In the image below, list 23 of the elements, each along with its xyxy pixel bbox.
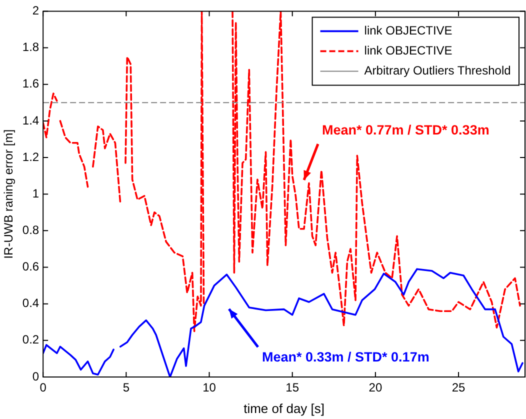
- y-tick-label: 0.6: [22, 260, 40, 274]
- y-axis-title: IR-UWB raning error [m]: [2, 129, 16, 259]
- x-axis-title: time of day [s]: [244, 400, 324, 416]
- legend-label: Arbitrary Outliers Threshold: [364, 64, 511, 78]
- legend-label: link OBJECTIVE: [364, 44, 452, 58]
- x-tick-label: 25: [452, 380, 466, 395]
- x-tick-label: 5: [122, 380, 130, 395]
- annotation: Mean* 0.77m / STD* 0.33m: [322, 122, 490, 138]
- y-tick-label: 0.4: [22, 296, 40, 310]
- legend-label: link OBJECTIVE: [364, 24, 452, 38]
- x-tick-label: 10: [202, 380, 216, 395]
- y-tick-label: 1.4: [22, 113, 40, 128]
- y-tick-label: 0.2: [22, 332, 40, 347]
- y-tick-label: 0: [32, 369, 40, 384]
- x-tick-label: 15: [286, 380, 300, 395]
- y-tick-label: 1.6: [22, 76, 40, 91]
- y-tick-label: 1.2: [22, 150, 40, 164]
- y-tick-label: 1: [32, 186, 40, 200]
- y-tick-label: 0.8: [22, 222, 40, 237]
- y-tick-label: 1.8: [22, 40, 40, 54]
- annotation: Mean* 0.33m / STD* 0.17m: [262, 350, 430, 365]
- x-tick-label: 20: [368, 380, 382, 395]
- y-tick-label: 2: [32, 4, 40, 18]
